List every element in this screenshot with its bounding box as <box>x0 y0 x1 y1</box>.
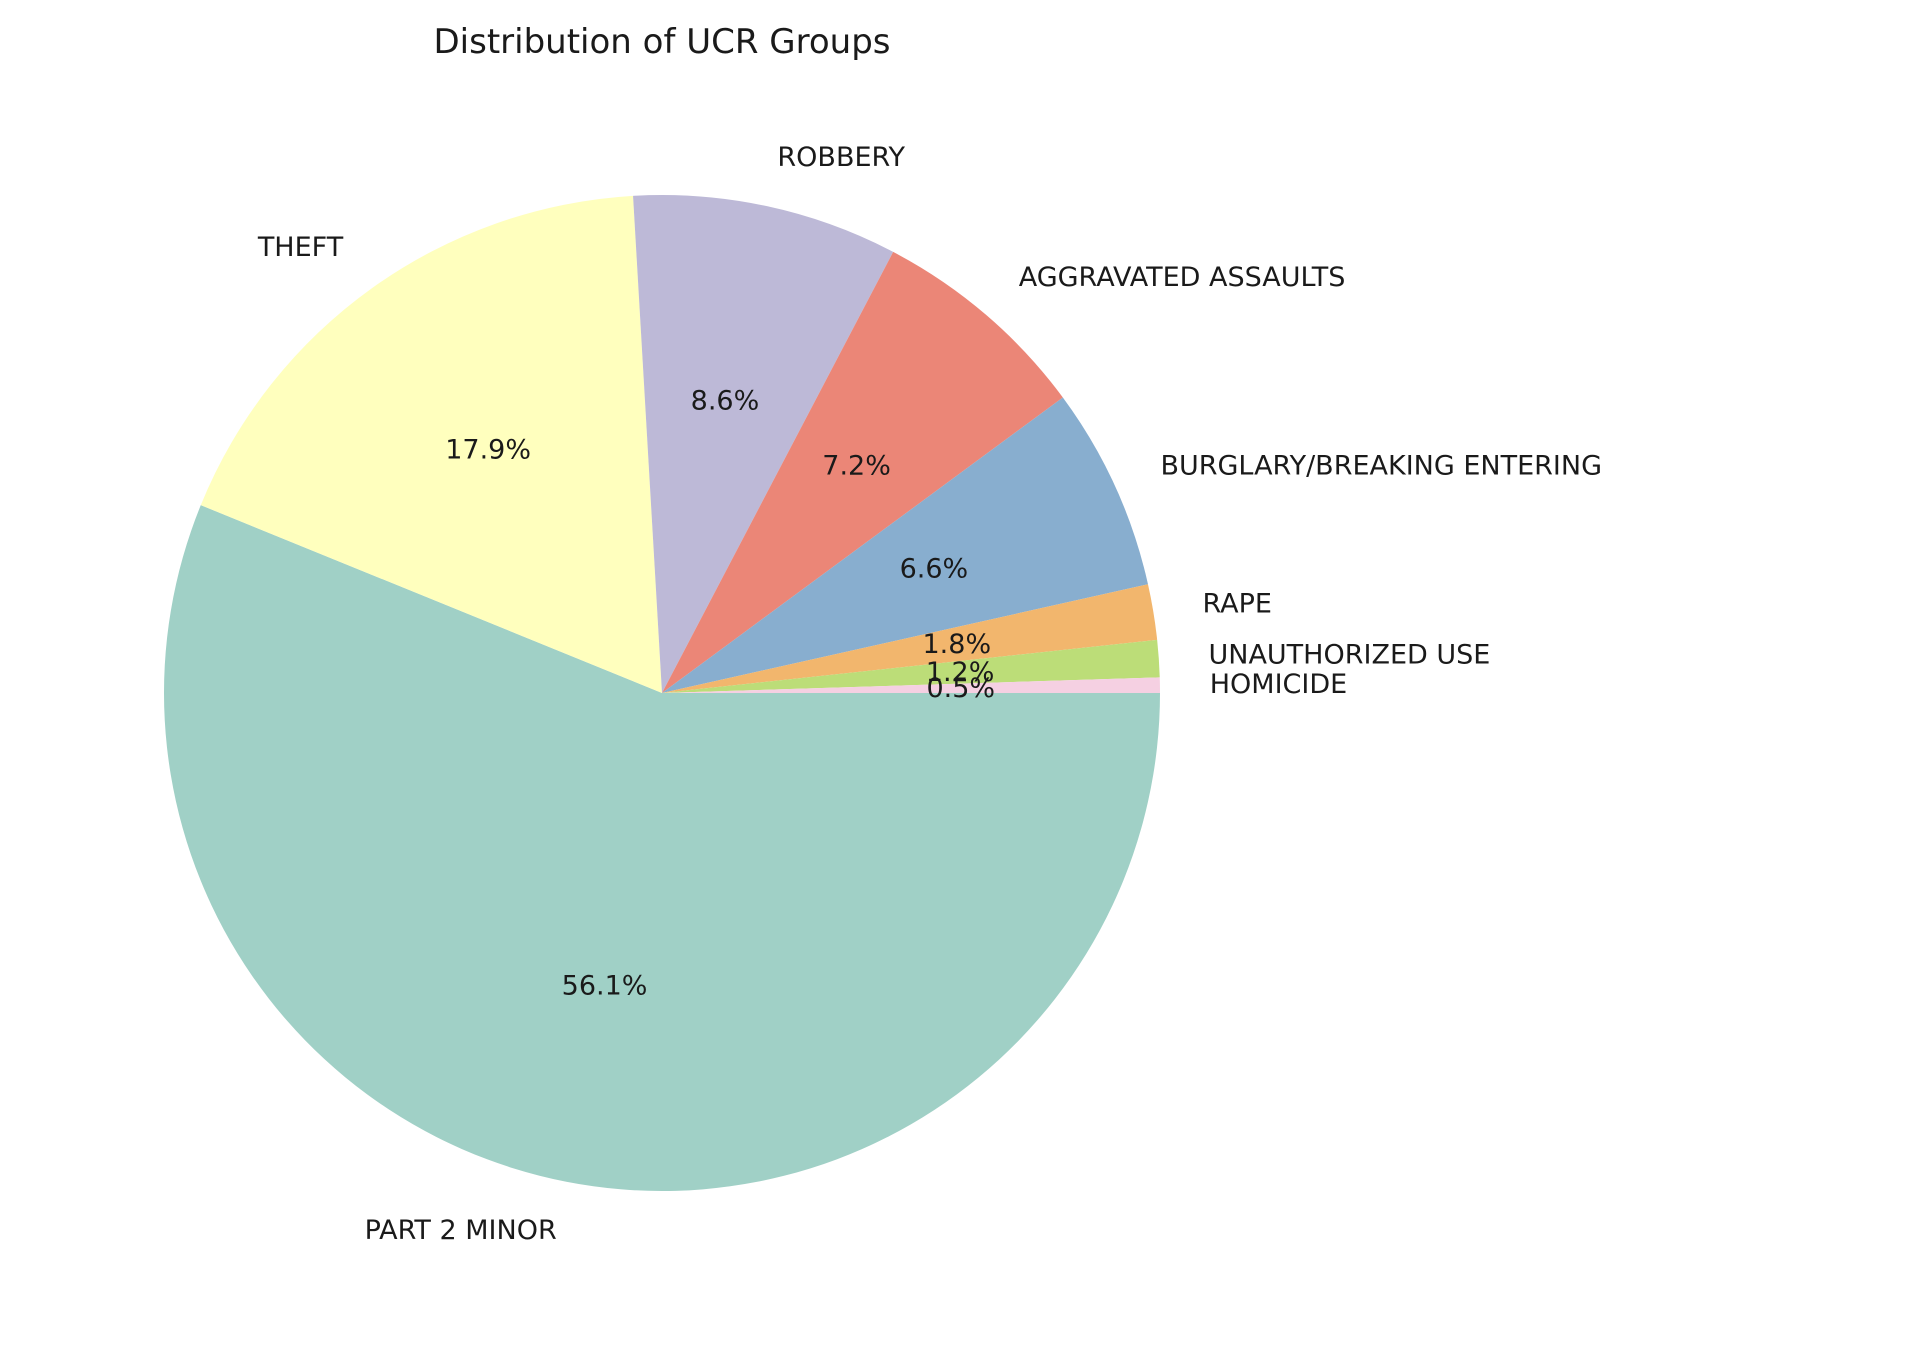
category-labels: PART 2 MINOR THEFT ROBBERY AGGRAVATED ASSAU… <box>257 142 1602 1246</box>
percent-label-homicide: 0.5% <box>926 673 995 704</box>
category-label-unauthorized-use: UNAUTHORIZED USE <box>1208 640 1490 671</box>
category-label-rape: RAPE <box>1202 588 1271 619</box>
pie-slice-aggravated-assaults <box>662 251 1063 693</box>
pie-slices <box>164 195 1160 1191</box>
category-label-part-2-minor: PART 2 MINOR <box>365 1215 557 1246</box>
pie-slice-robbery <box>633 195 894 694</box>
chart-title: Distribution of UCR Groups <box>433 22 890 62</box>
category-label-robbery: ROBBERY <box>777 142 905 173</box>
category-label-burglary-breaking-entering: BURGLARY/BREAKING ENTERING <box>1160 450 1602 481</box>
percent-labels: 56.1% 17.9% 8.6% 7.2% 6.6% 1.8%1.2%0.5% <box>445 385 995 1001</box>
category-label-aggravated-assaults: AGGRAVATED ASSAULTS <box>1019 262 1346 293</box>
pie-slice-unauthorized-use <box>662 639 1160 693</box>
pie-slice-homicide <box>662 677 1160 693</box>
percent-label-part-2-minor: 56.1% <box>562 971 648 1002</box>
percent-label-theft: 17.9% <box>445 435 531 466</box>
percent-label-unauthorized-use: 1.2% <box>926 657 995 688</box>
category-label-theft: THEFT <box>257 232 344 263</box>
pie-slice-theft <box>200 195 662 694</box>
pie-slice-burglary-breaking-entering <box>662 397 1148 693</box>
percent-label-rape: 1.8% <box>923 629 992 660</box>
percent-label-burglary-breaking-entering: 6.6% <box>900 554 969 585</box>
percent-label-robbery: 8.6% <box>691 385 760 416</box>
category-label-homicide: HOMICIDE <box>1210 669 1347 700</box>
pie-slice-part-2-minor <box>164 505 1160 1191</box>
pie-slice-rape <box>662 584 1158 693</box>
percent-label-aggravated-assaults: 7.2% <box>822 451 891 482</box>
